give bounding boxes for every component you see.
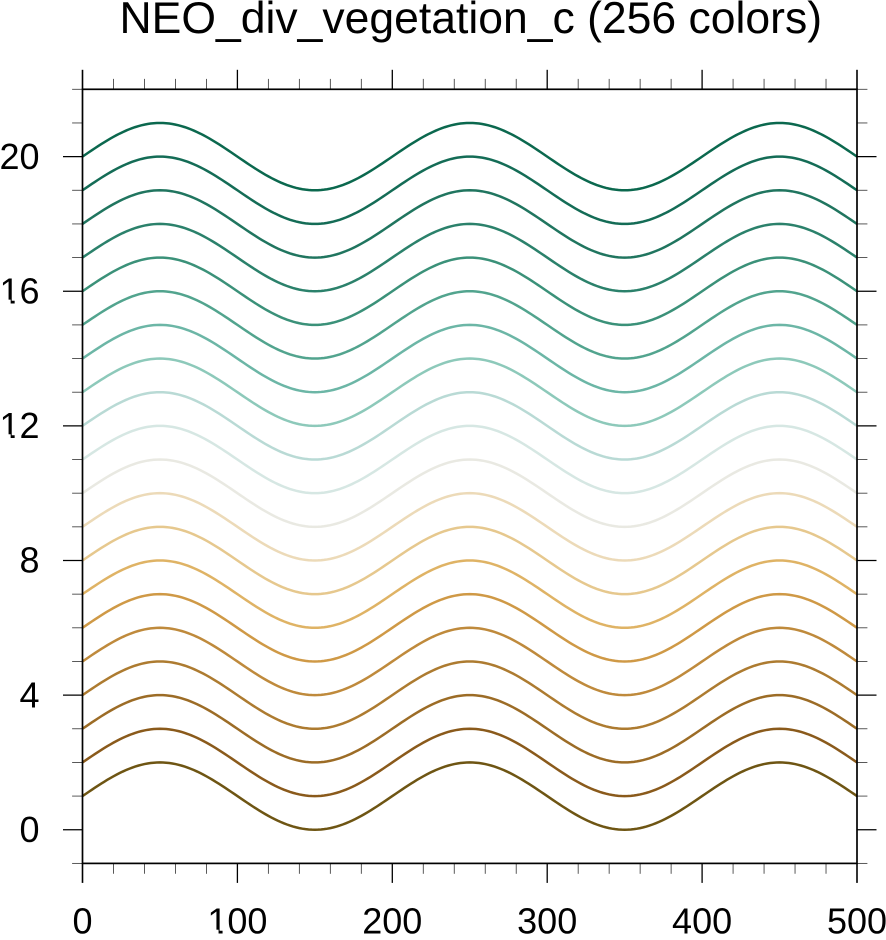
svg-text:400: 400 bbox=[672, 901, 732, 936]
svg-text:8: 8 bbox=[19, 540, 39, 581]
svg-text:12: 12 bbox=[0, 405, 40, 446]
svg-text:4: 4 bbox=[19, 674, 39, 715]
svg-text:0: 0 bbox=[19, 809, 39, 850]
svg-text:20: 20 bbox=[0, 136, 40, 177]
svg-text:300: 300 bbox=[517, 901, 577, 936]
svg-text:200: 200 bbox=[362, 901, 422, 936]
svg-text:16: 16 bbox=[0, 270, 40, 311]
svg-text:NEO_div_vegetation_c (256 colo: NEO_div_vegetation_c (256 colors) bbox=[120, 0, 822, 43]
svg-text:500: 500 bbox=[827, 901, 886, 936]
svg-text:0: 0 bbox=[72, 901, 92, 936]
